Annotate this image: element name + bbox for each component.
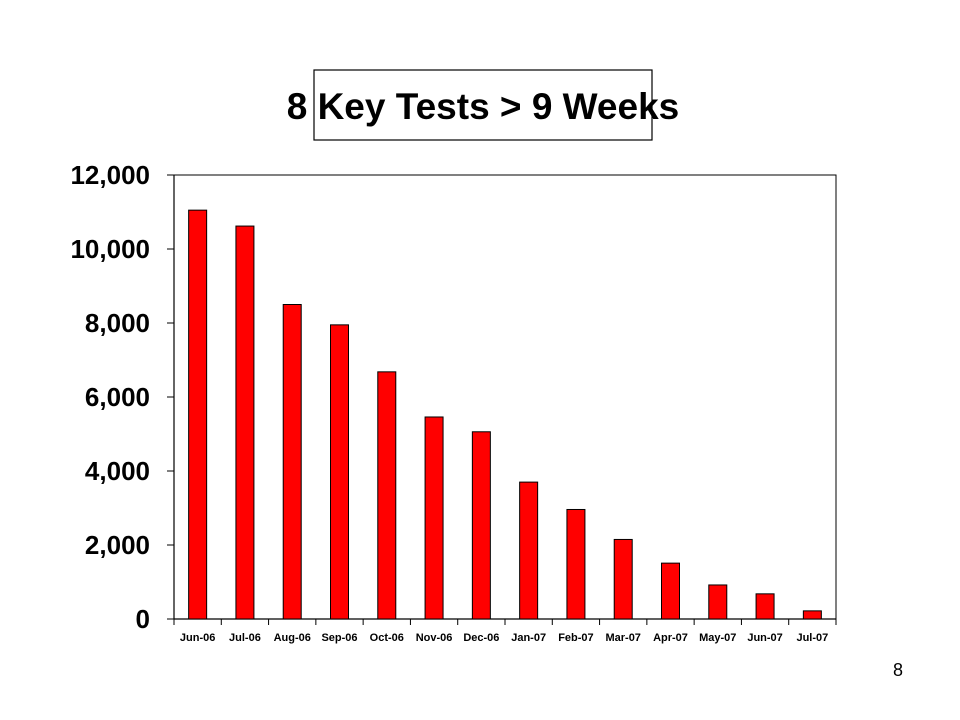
x-tick-label: Jun-06 [180,632,215,644]
bar-jun-06 [188,209,208,620]
bar-feb-07 [566,508,586,620]
bar-jul-07 [802,610,822,620]
x-tick-label: Sep-06 [321,632,357,644]
y-axis-ticks: 0 2,000 4,000 6,000 8,000 10,000 12,000 [70,160,174,634]
bar-sep-06 [330,324,349,620]
bar-may-07 [708,584,728,620]
x-axis-ticks: Jun-06 Jul-06 Aug-06 Sep-06 Oct-06 Nov-06 Dec-… [173,619,837,644]
x-tick-label: Mar-07 [605,632,640,644]
x-tick-label: Apr-07 [653,632,688,644]
bar-dec-06 [471,431,491,620]
y-tick-label: 4,000 [85,456,150,486]
x-tick-label: Feb-07 [558,632,593,644]
bar-apr-07 [661,562,680,620]
y-tick-label: 12,000 [70,160,150,190]
bar-aug-06 [282,304,302,620]
y-tick-label: 6,000 [85,382,150,412]
bar-jan-07 [519,481,539,620]
x-tick-label: Dec-06 [463,632,499,644]
plot-area [173,174,837,620]
x-tick-label: Jul-06 [229,632,261,644]
x-tick-label: Jun-07 [747,632,782,644]
x-tick-label: May-07 [699,632,736,644]
x-tick-label: Oct-06 [370,632,404,644]
x-tick-label: Aug-06 [274,632,311,644]
bar-oct-06 [377,371,397,620]
bar-jun-07 [755,593,775,620]
y-tick-label: 8,000 [85,308,150,338]
bar-jul-06 [235,225,255,620]
x-tick-label: Jul-07 [796,632,828,644]
page-number: 8 [892,660,903,680]
chart-title-box [313,69,653,141]
bar-nov-06 [424,416,444,620]
bar-mar-07 [613,538,633,620]
y-tick-label: 10,000 [70,234,150,264]
x-tick-label: Jan-07 [511,632,546,644]
y-tick-label: 2,000 [85,530,150,560]
x-tick-label: Nov-06 [416,632,453,644]
bars-group [188,209,822,620]
chart-title: 8 Key Tests > 9 Weeks [287,86,680,127]
y-tick-label: 0 [136,604,150,634]
